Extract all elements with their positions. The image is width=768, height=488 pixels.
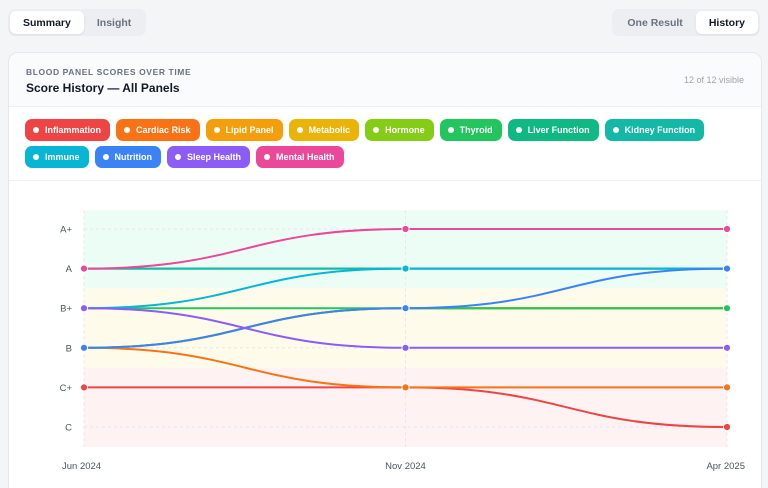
x-axis: Jun 2024 Nov 2024 Apr 2025 bbox=[62, 461, 745, 472]
data-point-mental-health bbox=[79, 264, 89, 273]
card-title: Score History — All Panels bbox=[26, 81, 180, 95]
chip-dot-icon bbox=[102, 154, 109, 160]
chip-label: Inflammation bbox=[45, 125, 102, 135]
view-tabs: Summary Insight bbox=[8, 9, 147, 36]
visible-count: 12 of 12 visible bbox=[683, 75, 744, 85]
series-points bbox=[79, 224, 732, 432]
legend-chip-inflammation[interactable]: Inflammation bbox=[25, 119, 111, 141]
chip-label: Kidney Function bbox=[624, 125, 696, 135]
data-point-mental-health bbox=[401, 224, 410, 234]
legend-chip-kidney-function[interactable]: Kidney Function bbox=[604, 119, 705, 141]
data-point-sleep-health bbox=[401, 343, 410, 352]
chip-label: Lipid Panel bbox=[225, 125, 274, 135]
chip-dot-icon bbox=[33, 127, 39, 133]
chip-label: Thyroid bbox=[459, 125, 493, 135]
series-line-sleep-health bbox=[83, 307, 728, 349]
chip-label: Liver Function bbox=[527, 125, 590, 135]
tab-summary[interactable]: Summary bbox=[10, 11, 84, 34]
legend-chip-cardiac-risk[interactable]: Cardiac Risk bbox=[116, 119, 200, 141]
tab-insight[interactable]: Insight bbox=[96, 16, 132, 29]
y-tick-label: B+ bbox=[60, 304, 72, 315]
y-tick-label: A+ bbox=[60, 225, 72, 236]
tab-history[interactable]: History bbox=[695, 11, 758, 34]
score-history-card: BLOOD PANEL SCORES OVER TIME Score Histo… bbox=[8, 52, 762, 488]
chip-dot-icon bbox=[33, 154, 39, 160]
legend-chip-nutrition[interactable]: Nutrition bbox=[94, 146, 162, 168]
y-tick-label: B bbox=[66, 343, 72, 354]
x-tick-label: Nov 2024 bbox=[385, 461, 426, 472]
chip-label: Metabolic bbox=[308, 125, 351, 135]
chip-dot-icon bbox=[264, 154, 271, 160]
chip-dot-icon bbox=[175, 154, 182, 160]
legend-chip-liver-function[interactable]: Liver Function bbox=[507, 119, 599, 141]
data-point-immune bbox=[401, 264, 410, 273]
chip-label: Hormone bbox=[385, 125, 425, 135]
score-history-chart: C C+ B B+ A A+ Jun 2024 Nov 2024 Apr 2025 bbox=[60, 210, 745, 472]
chip-label: Cardiac Risk bbox=[136, 125, 191, 135]
data-point-nutrition bbox=[79, 343, 89, 352]
chip-label: Mental Health bbox=[276, 152, 335, 162]
x-tick-label: Apr 2025 bbox=[706, 461, 745, 472]
chip-dot-icon bbox=[213, 127, 220, 133]
chip-label: Immune bbox=[45, 152, 80, 162]
chip-label: Nutrition bbox=[114, 152, 153, 162]
chip-dot-icon bbox=[447, 127, 454, 133]
grade-bands bbox=[84, 210, 727, 447]
legend-chip-thyroid[interactable]: Thyroid bbox=[439, 119, 502, 141]
data-point-inflammation bbox=[722, 422, 732, 432]
data-point-thyroid bbox=[722, 304, 732, 313]
y-tick-label: A bbox=[66, 264, 73, 275]
data-point-cardiac-risk bbox=[722, 383, 732, 392]
card-header: BLOOD PANEL SCORES OVER TIME Score Histo… bbox=[9, 53, 761, 107]
data-point-sleep-health bbox=[722, 343, 732, 352]
legend-chip-hormone[interactable]: Hormone bbox=[365, 119, 434, 141]
legend-chip-mental-health[interactable]: Mental Health bbox=[256, 146, 344, 168]
chip-dot-icon bbox=[296, 127, 303, 133]
data-point-nutrition bbox=[401, 304, 410, 313]
chip-label: Sleep Health bbox=[187, 152, 242, 162]
legend-chip-sleep-health[interactable]: Sleep Health bbox=[167, 146, 251, 168]
chip-dot-icon bbox=[515, 127, 522, 133]
series-line-immune bbox=[83, 267, 728, 310]
tab-one-result[interactable]: One Result bbox=[627, 16, 683, 29]
chip-dot-icon bbox=[612, 127, 619, 133]
x-tick-label: Jun 2024 bbox=[62, 461, 101, 472]
y-tick-label: C bbox=[65, 423, 72, 434]
y-axis: C C+ B B+ A A+ bbox=[60, 225, 73, 434]
data-point-nutrition bbox=[722, 264, 732, 273]
legend-chip-metabolic[interactable]: Metabolic bbox=[288, 119, 360, 141]
legend-chip-lipid-panel[interactable]: Lipid Panel bbox=[205, 119, 283, 141]
data-point-inflammation bbox=[79, 383, 89, 392]
card-overline: BLOOD PANEL SCORES OVER TIME bbox=[26, 67, 192, 77]
data-point-cardiac-risk bbox=[401, 383, 410, 392]
chip-dot-icon bbox=[124, 127, 131, 133]
data-point-mental-health bbox=[722, 224, 732, 234]
mode-tabs: One Result History bbox=[612, 9, 760, 36]
series-legend: Inflammation Cardiac Risk Lipid Panel Me… bbox=[25, 119, 755, 168]
series-line-cardiac-risk bbox=[83, 346, 728, 389]
y-tick-label: C+ bbox=[60, 383, 73, 394]
data-point-sleep-health bbox=[79, 304, 89, 313]
legend-chip-immune[interactable]: Immune bbox=[25, 146, 89, 168]
series-line-mental-health bbox=[83, 228, 728, 270]
chip-dot-icon bbox=[373, 127, 380, 133]
legend-divider bbox=[9, 180, 761, 181]
